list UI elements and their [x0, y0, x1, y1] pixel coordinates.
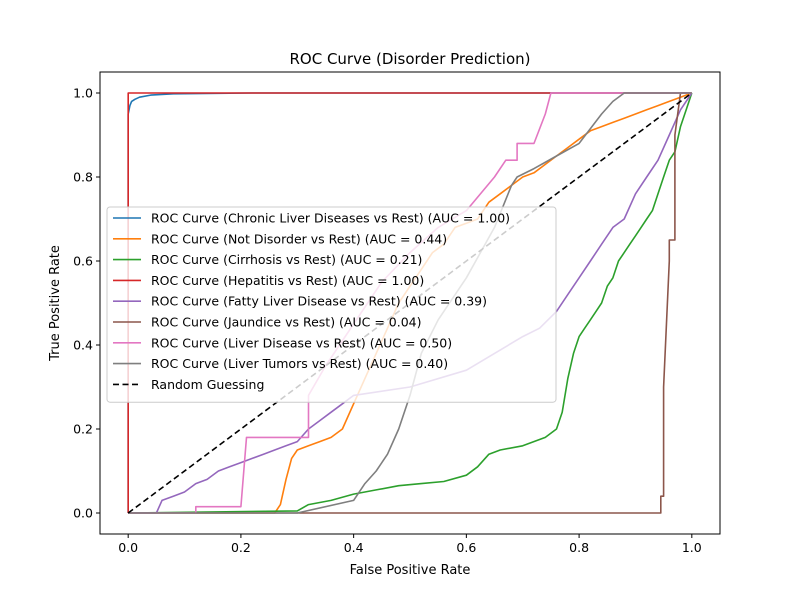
y-tick-label: 0.8 [73, 170, 93, 185]
legend-label-2: ROC Curve (Cirrhosis vs Rest) (AUC = 0.2… [151, 252, 422, 267]
y-tick-label: 0.2 [73, 422, 93, 437]
axis-ticks: 0.0 0.2 0.4 0.6 0.8 1.0 0.0 0.2 0.4 0.6 0.8 1.0 [73, 86, 702, 556]
x-tick-label: 0.8 [569, 540, 589, 555]
legend-label-1: ROC Curve (Not Disorder vs Rest) (AUC = … [151, 231, 447, 246]
series-line-2 [128, 92, 693, 514]
y-axis-label: True Positive Rate [48, 245, 63, 362]
legend: ROC Curve (Chronic Liver Diseases vs Res… [106, 206, 557, 403]
legend-label-5: ROC Curve (Jaundice vs Rest) (AUC = 0.04… [151, 315, 421, 330]
series-line-8 [127, 92, 693, 514]
x-tick-label: 1.0 [682, 540, 702, 555]
y-tick-label: 0.0 [73, 506, 93, 521]
legend-label-6: ROC Curve (Liver Disease vs Rest) (AUC =… [151, 335, 452, 350]
x-tick-label: 0.4 [344, 540, 364, 555]
chart-title: ROC Curve (Disorder Prediction) [289, 50, 530, 68]
axes-frame [99, 71, 721, 535]
x-axis-label: False Positive Rate [350, 563, 471, 578]
legend-label-4: ROC Curve (Fatty Liver Disease vs Rest) … [151, 294, 487, 309]
y-tick-label: 0.4 [73, 338, 93, 353]
legend-label-3: ROC Curve (Hepatitis vs Rest) (AUC = 1.0… [151, 273, 424, 288]
series-line-5 [128, 92, 692, 514]
legend-label-0: ROC Curve (Chronic Liver Diseases vs Res… [151, 211, 510, 226]
y-tick-label: 0.6 [73, 254, 93, 269]
y-tick-label: 1.0 [73, 86, 93, 101]
x-tick-label: 0.6 [456, 540, 476, 555]
legend-label-8: Random Guessing [151, 377, 264, 392]
legend-label-7: ROC Curve (Liver Tumors vs Rest) (AUC = … [151, 356, 448, 371]
x-tick-label: 0.2 [231, 540, 251, 555]
legend-box [106, 206, 557, 403]
x-tick-label: 0.0 [118, 540, 138, 555]
